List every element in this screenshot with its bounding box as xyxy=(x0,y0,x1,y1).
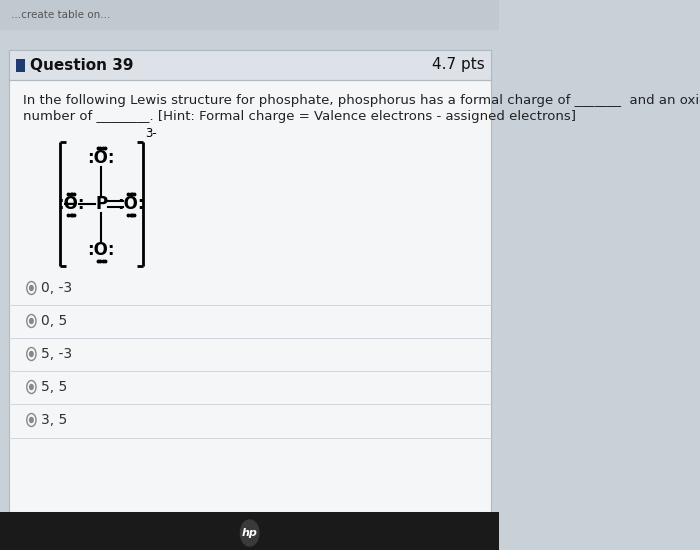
Text: 3-: 3- xyxy=(145,127,157,140)
Text: hp: hp xyxy=(241,528,258,538)
FancyBboxPatch shape xyxy=(0,0,499,30)
Text: number of ________. [Hint: Formal charge = Valence electrons - assigned electron: number of ________. [Hint: Formal charge… xyxy=(23,110,576,123)
Circle shape xyxy=(29,318,33,323)
Text: 0, 5: 0, 5 xyxy=(41,314,68,328)
FancyBboxPatch shape xyxy=(0,512,499,550)
FancyBboxPatch shape xyxy=(15,59,25,72)
Text: :O̶:: :O̶: xyxy=(57,195,85,213)
Text: :O:: :O: xyxy=(88,241,115,259)
FancyBboxPatch shape xyxy=(8,50,491,512)
Text: 3, 5: 3, 5 xyxy=(41,413,68,427)
Circle shape xyxy=(29,351,33,356)
Circle shape xyxy=(240,520,259,546)
Text: In the following Lewis structure for phosphate, phosphorus has a formal charge o: In the following Lewis structure for pho… xyxy=(23,94,700,107)
Text: 5, -3: 5, -3 xyxy=(41,347,73,361)
Text: 0, -3: 0, -3 xyxy=(41,281,73,295)
Circle shape xyxy=(29,384,33,389)
FancyBboxPatch shape xyxy=(8,50,491,80)
Text: :O:: :O: xyxy=(118,195,145,213)
Text: P: P xyxy=(95,195,107,213)
Text: Question 39: Question 39 xyxy=(30,58,134,73)
Circle shape xyxy=(29,417,33,422)
Circle shape xyxy=(29,285,33,290)
Text: :O:: :O: xyxy=(88,149,115,167)
Text: 4.7 pts: 4.7 pts xyxy=(433,58,485,73)
Text: ...create table on...: ...create table on... xyxy=(10,10,110,20)
Text: 5, 5: 5, 5 xyxy=(41,380,68,394)
